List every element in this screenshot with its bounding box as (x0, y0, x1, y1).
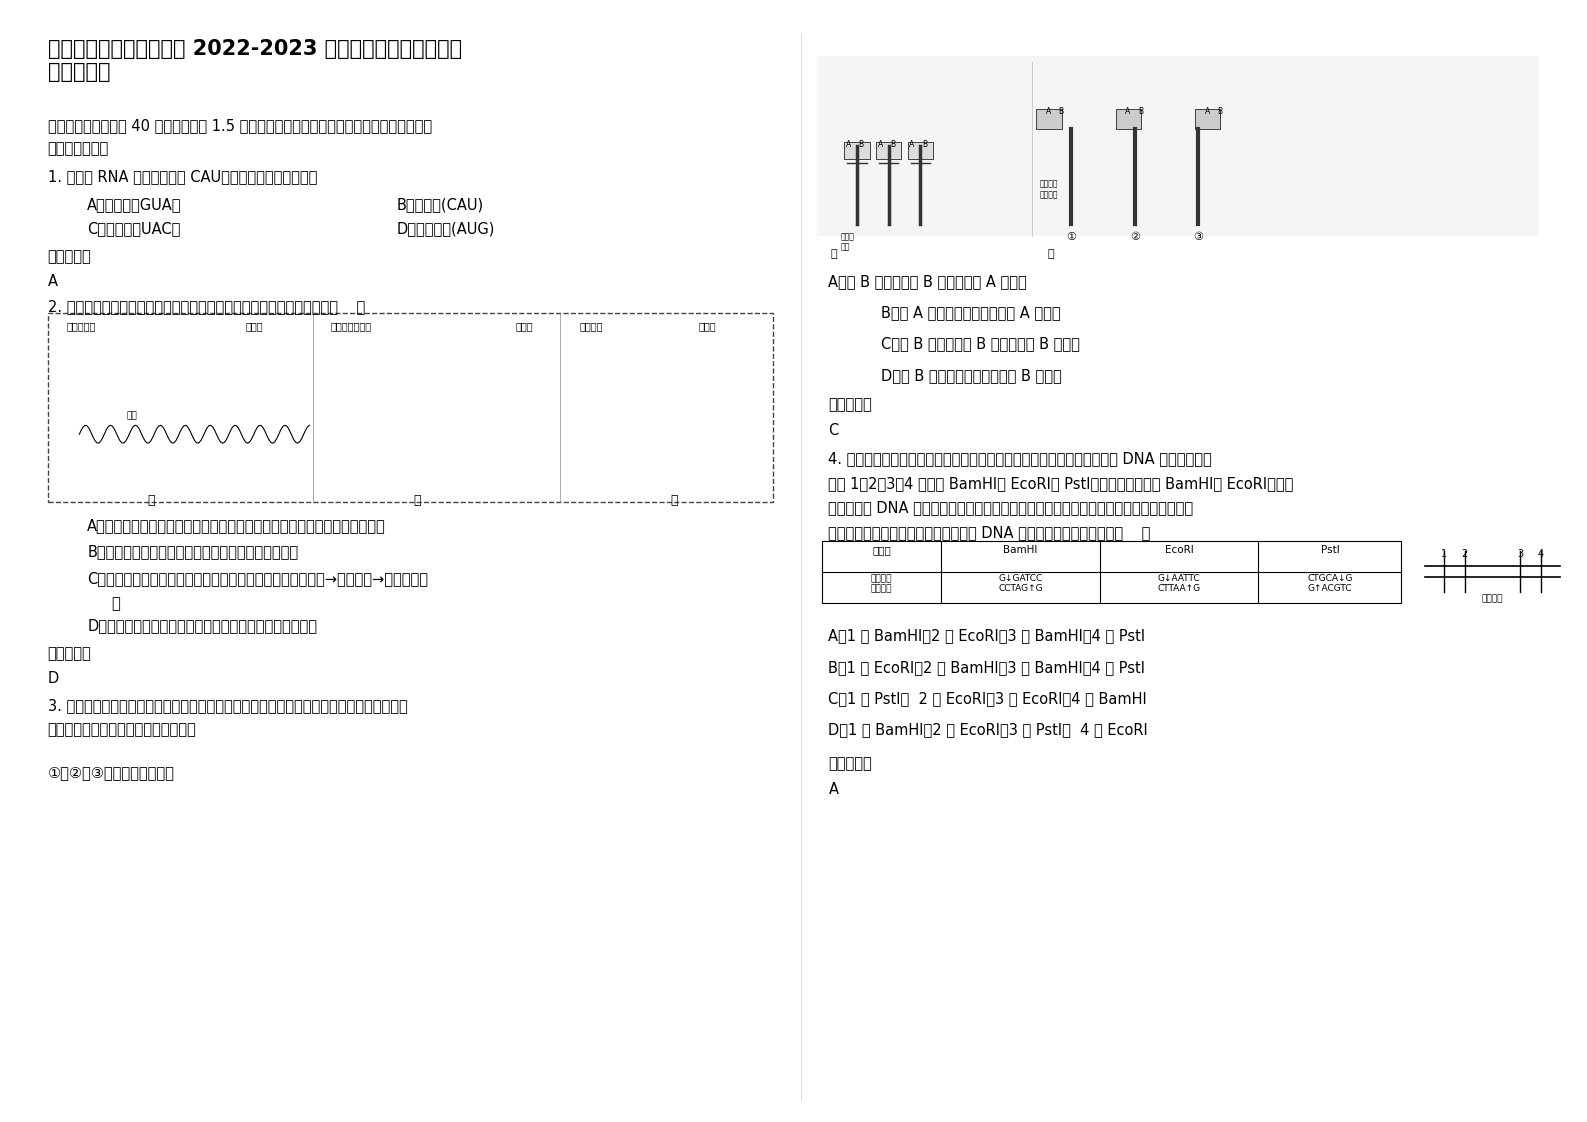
Bar (1036, 109, 1062, 129)
Text: 胚芽鞘
尖端: 胚芽鞘 尖端 (841, 232, 855, 251)
Text: A．图甲内分泌细胞产生的激素若是胰岛素，则靶细胞主要是肝细胞和肌细胞: A．图甲内分泌细胞产生的激素若是胰岛素，则靶细胞主要是肝细胞和肌细胞 (87, 518, 386, 533)
Text: PstⅠ: PstⅠ (1320, 545, 1339, 555)
Text: D．向 B 侧弯曲、直立生长、向 B 侧弯曲: D．向 B 侧弯曲、直立生长、向 B 侧弯曲 (881, 368, 1062, 383)
Text: A．向 B 侧弯曲、向 B 侧弯曲、向 A 侧弯曲: A．向 B 侧弯曲、向 B 侧弯曲、向 A 侧弯曲 (828, 274, 1027, 288)
Text: ③: ③ (1193, 232, 1203, 242)
Text: 甲: 甲 (148, 494, 154, 507)
Text: 识别序列
切割位点: 识别序列 切割位点 (871, 573, 892, 594)
Text: 1: 1 (1441, 549, 1447, 559)
Text: B: B (1138, 107, 1143, 116)
Bar (817, 56, 1539, 236)
Text: B: B (859, 140, 863, 149)
Text: 神经细胞: 神经细胞 (579, 321, 603, 331)
Text: G↓AATTC
CTTAA↑G: G↓AATTC CTTAA↑G (1157, 573, 1201, 594)
Text: 题目要求的。）: 题目要求的。） (48, 141, 110, 156)
Text: B: B (922, 140, 927, 149)
Text: ②: ② (1130, 232, 1139, 242)
Text: A: A (1046, 107, 1051, 116)
Text: A: A (846, 140, 851, 149)
Text: D．甲硫氨酸(AUG): D．甲硫氨酸(AUG) (397, 221, 495, 236)
Text: 靶细胞: 靶细胞 (516, 321, 533, 331)
Text: 目的基因: 目的基因 (1482, 595, 1503, 604)
Text: A: A (909, 140, 914, 149)
Text: B．向 A 侧弯曲、直立生长、向 A 侧弯曲: B．向 A 侧弯曲、直立生长、向 A 侧弯曲 (881, 305, 1060, 320)
Bar (908, 142, 933, 159)
Text: C．酪氨酸（UAC）: C．酪氨酸（UAC） (87, 221, 181, 236)
Text: 乙: 乙 (414, 494, 421, 507)
Text: 丙: 丙 (671, 494, 678, 507)
Text: D．1 为 BamHⅠ，2 为 EcoRⅠ，3 为 PstⅠ，  4 为 EcoRⅠ: D．1 为 BamHⅠ，2 为 EcoRⅠ，3 为 PstⅠ， 4 为 EcoR… (828, 723, 1147, 737)
Bar (822, 541, 1401, 603)
Text: 一、选择题（本题共 40 小题，每小题 1.5 分。在每小题给出的四个选项中，只有一项是符合: 一、选择题（本题共 40 小题，每小题 1.5 分。在每小题给出的四个选项中，只… (48, 118, 432, 132)
Text: A: A (878, 140, 882, 149)
Text: 乙: 乙 (1047, 249, 1054, 259)
Text: 去除尖端
的胚芽鞘: 去除尖端 的胚芽鞘 (1039, 180, 1059, 199)
Text: 变: 变 (111, 596, 121, 610)
Text: B: B (890, 140, 895, 149)
Text: 参考答案：: 参考答案： (48, 249, 92, 264)
Text: 参考答案：: 参考答案： (828, 756, 873, 771)
Text: 2: 2 (1462, 549, 1468, 559)
Text: 激素: 激素 (127, 412, 138, 421)
Text: 4: 4 (1538, 549, 1544, 559)
FancyBboxPatch shape (48, 313, 773, 502)
Text: 3. 下图中甲表示对燕麦胚芽鞘所做的处理，乙表示将处理后的琼脂块分别放置在去除尖端的: 3. 下图中甲表示对燕麦胚芽鞘所做的处理，乙表示将处理后的琼脂块分别放置在去除尖… (48, 698, 408, 712)
Text: 靶细胞: 靶细胞 (246, 321, 263, 331)
Text: 发出信号的细胞: 发出信号的细胞 (330, 321, 371, 331)
Text: C: C (828, 423, 838, 438)
Text: B．图乙可以表示精子与卵细胞结合时的信息交流方式: B．图乙可以表示精子与卵细胞结合时的信息交流方式 (87, 544, 298, 559)
Text: B．组氨酸(CAU): B．组氨酸(CAU) (397, 197, 484, 212)
Text: C．向 B 侧弯曲、向 B 侧弯曲、向 B 侧弯曲: C．向 B 侧弯曲、向 B 侧弯曲、向 B 侧弯曲 (881, 337, 1079, 351)
Bar (1116, 109, 1141, 129)
Text: D．上图三种方式中信息的传递都需要细胞膜上载体的协助: D．上图三种方式中信息的传递都需要细胞膜上载体的协助 (87, 618, 317, 633)
Text: ①: ① (1066, 232, 1076, 242)
Text: B．1 为 EcoRⅠ，2 为 BamHⅠ，3 为 BamHⅠ，4 为 PstⅠ: B．1 为 EcoRⅠ，2 为 BamHⅠ，3 为 BamHⅠ，4 为 PstⅠ (828, 660, 1146, 674)
Text: BamHⅠ: BamHⅠ (1003, 545, 1038, 555)
Text: 1. 某转运 RNA 的反密码子为 CAU，它所转运的氨基酸是：: 1. 某转运 RNA 的反密码子为 CAU，它所转运的氨基酸是： (48, 169, 317, 184)
Text: A．1 为 BamHⅠ，2 为 EcoRⅠ，3 为 BamHⅠ，4 为 PstⅠ: A．1 为 BamHⅠ，2 为 EcoRⅠ，3 为 BamHⅠ，4 为 PstⅠ (828, 628, 1146, 643)
Text: A: A (1205, 107, 1209, 116)
Text: 参考答案：: 参考答案： (828, 397, 873, 412)
Bar (876, 142, 901, 159)
Text: D: D (48, 671, 59, 686)
Text: B: B (1059, 107, 1063, 116)
Text: A．缬氨酸（GUA）: A．缬氨酸（GUA） (87, 197, 183, 212)
Bar (844, 142, 870, 159)
Text: G↓GATCC
CCTAG↑G: G↓GATCC CCTAG↑G (998, 573, 1043, 594)
Text: 2. 下图为细胞间信息传递的几种方式示意图，下面有关说法不正确的是（    ）: 2. 下图为细胞间信息传递的几种方式示意图，下面有关说法不正确的是（ ） (48, 300, 365, 314)
Text: 靶细胞: 靶细胞 (698, 321, 716, 331)
Text: 山西省朔州市新进疃中学 2022-2023 学年高二生物上学期期末
试卷含解析: 山西省朔州市新进疃中学 2022-2023 学年高二生物上学期期末 试卷含解析 (48, 39, 462, 83)
Text: A: A (1125, 107, 1130, 116)
Text: A: A (48, 274, 57, 288)
Text: 中，可以防止酶切后单个含目的基因的 DNA 片段自身连接成环状的是（    ）: 中，可以防止酶切后单个含目的基因的 DNA 片段自身连接成环状的是（ ） (828, 525, 1151, 540)
Text: 参考答案：: 参考答案： (48, 646, 92, 661)
Text: ①、②、③的生长情况依次是: ①、②、③的生长情况依次是 (48, 765, 175, 780)
Text: 同时切割该 DNA 片段（假设所用的酶均可将识别位点完全切开），下列各种酶切位点情况: 同时切割该 DNA 片段（假设所用的酶均可将识别位点完全切开），下列各种酶切位点… (828, 500, 1193, 515)
Text: 内分泌细胞: 内分泌细胞 (67, 321, 97, 331)
Text: 限制酶: 限制酶 (873, 545, 890, 555)
Text: 3: 3 (1517, 549, 1524, 559)
Text: A: A (828, 782, 838, 797)
Text: B: B (1217, 107, 1222, 116)
Text: 胚芽鞘上的三种处理方式，一段时间后: 胚芽鞘上的三种处理方式，一段时间后 (48, 723, 197, 737)
Text: 两端 1、2、3、4 四处有 BamHⅠ或 EcoRⅠ或 PstⅠ的酶切位点。现用 BamHⅠ和 EcoRⅠ两种酶: 两端 1、2、3、4 四处有 BamHⅠ或 EcoRⅠ或 PstⅠ的酶切位点。现… (828, 476, 1293, 490)
Text: CTGCA↓G
G↑ACGTC: CTGCA↓G G↑ACGTC (1308, 573, 1352, 594)
Text: 4. 下表为几种限制性核酸内切酶识别的序列和切割的位点。如图，已知某 DNA 在目的基因的: 4. 下表为几种限制性核酸内切酶识别的序列和切割的位点。如图，已知某 DNA 在… (828, 451, 1212, 466)
Text: C．1 为 PstⅠ，  2 为 EcoRⅠ，3 为 EcoRⅠ，4 为 BamHⅠ: C．1 为 PstⅠ， 2 为 EcoRⅠ，3 为 EcoRⅠ，4 为 BamH… (828, 691, 1147, 706)
Bar (1195, 109, 1220, 129)
Text: EcoRⅠ: EcoRⅠ (1165, 545, 1193, 555)
Text: 甲: 甲 (830, 249, 836, 259)
Text: C．图丙中靶细胞若是神经细胞，则细胞之间可以发生电信号→化学信号→电信号的转: C．图丙中靶细胞若是神经细胞，则细胞之间可以发生电信号→化学信号→电信号的转 (87, 571, 428, 586)
